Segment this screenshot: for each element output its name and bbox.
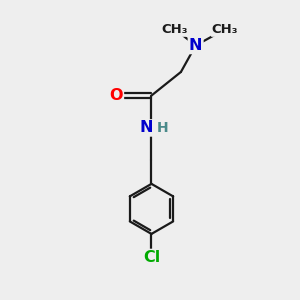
- Text: Cl: Cl: [143, 250, 160, 265]
- Text: O: O: [110, 88, 123, 103]
- Text: CH₃: CH₃: [162, 23, 188, 36]
- Text: CH₃: CH₃: [212, 23, 238, 36]
- Text: H: H: [157, 121, 169, 135]
- Text: N: N: [140, 120, 153, 135]
- Text: N: N: [189, 38, 202, 53]
